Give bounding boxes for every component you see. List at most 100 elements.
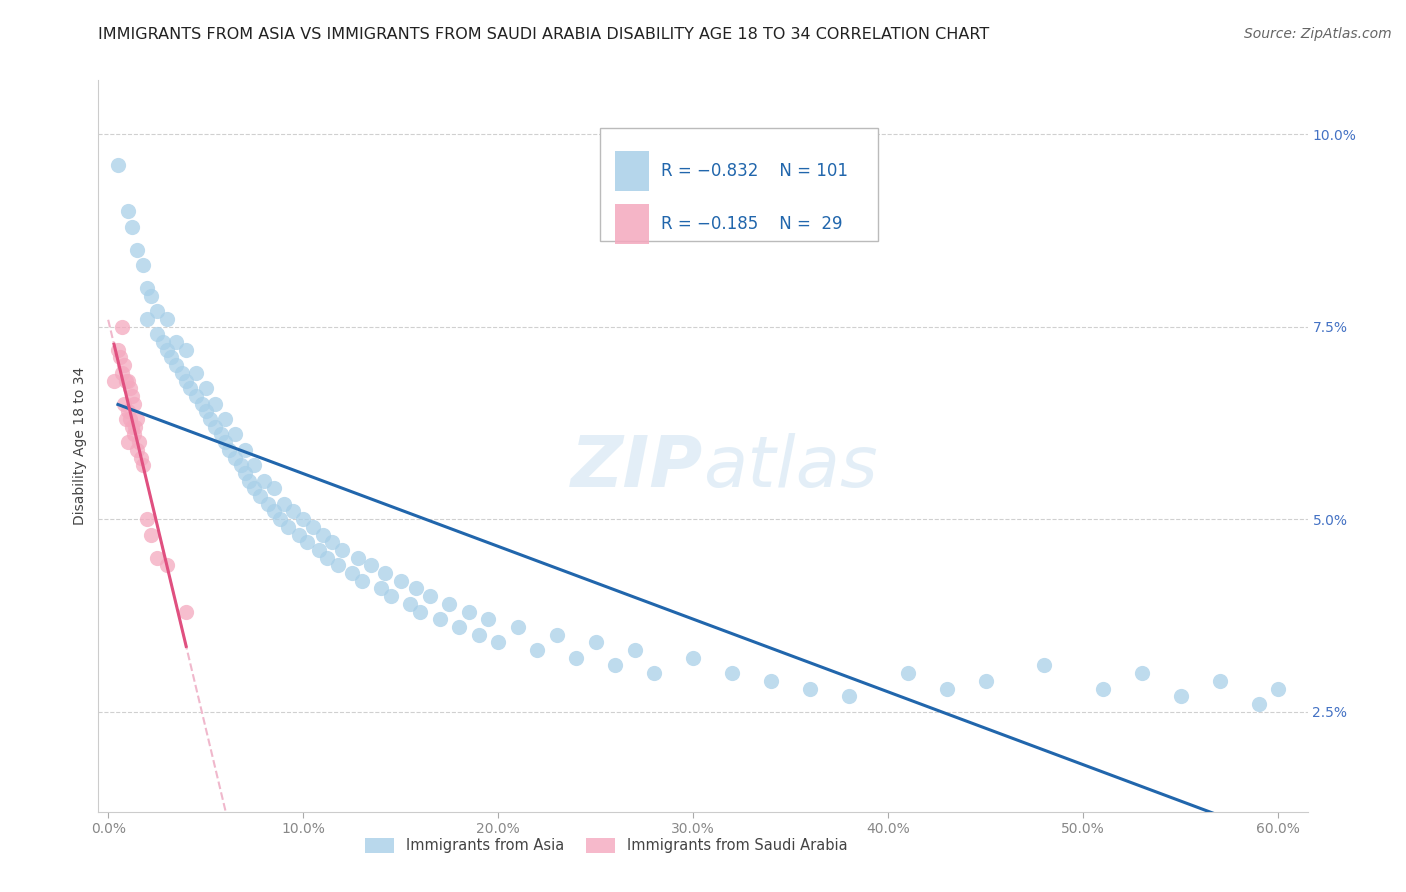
Point — [897, 666, 920, 681]
Point — [127, 243, 149, 257]
Text: R = −0.185    N =  29: R = −0.185 N = 29 — [661, 215, 842, 233]
Point — [526, 643, 548, 657]
Y-axis label: Disability Age 18 to 34: Disability Age 18 to 34 — [73, 367, 87, 525]
Point — [935, 681, 957, 696]
Point — [799, 681, 821, 696]
Point — [409, 605, 432, 619]
Point — [191, 397, 214, 411]
Point — [643, 666, 665, 681]
Point — [122, 397, 145, 411]
FancyBboxPatch shape — [614, 151, 648, 191]
Point — [117, 404, 139, 418]
FancyBboxPatch shape — [614, 204, 648, 244]
Point — [721, 666, 744, 681]
Point — [605, 658, 627, 673]
Point — [114, 412, 136, 426]
Point — [198, 412, 221, 426]
Point — [117, 374, 139, 388]
Point — [117, 204, 139, 219]
Point — [292, 512, 315, 526]
Point — [214, 435, 236, 450]
Point — [253, 474, 276, 488]
Point — [321, 535, 343, 549]
Point — [308, 543, 330, 558]
Point — [233, 466, 256, 480]
Point — [1130, 666, 1153, 681]
Point — [229, 458, 252, 473]
Point — [114, 374, 136, 388]
Point — [174, 343, 197, 357]
Point — [209, 427, 232, 442]
Point — [419, 589, 441, 603]
Point — [204, 397, 226, 411]
Point — [283, 504, 305, 518]
Point — [682, 650, 704, 665]
Point — [179, 381, 201, 395]
Point — [107, 343, 129, 357]
Point — [121, 219, 143, 234]
Point — [194, 381, 217, 395]
Point — [156, 343, 179, 357]
Point — [127, 442, 149, 457]
Point — [486, 635, 509, 649]
Point — [121, 419, 143, 434]
Text: IMMIGRANTS FROM ASIA VS IMMIGRANTS FROM SAUDI ARABIA DISABILITY AGE 18 TO 34 COR: IMMIGRANTS FROM ASIA VS IMMIGRANTS FROM … — [98, 27, 990, 42]
Text: ZIP: ZIP — [571, 434, 703, 502]
Text: atlas: atlas — [703, 434, 877, 502]
Point — [389, 574, 412, 588]
Point — [108, 351, 131, 365]
Point — [477, 612, 499, 626]
Point — [128, 435, 150, 450]
Point — [165, 334, 187, 349]
Point — [312, 527, 335, 541]
Point — [546, 627, 568, 641]
Point — [172, 366, 194, 380]
Point — [136, 281, 159, 295]
Point — [224, 450, 246, 465]
Point — [204, 419, 226, 434]
Point — [1209, 673, 1232, 688]
Point — [1091, 681, 1114, 696]
Point — [218, 442, 240, 457]
Point — [165, 358, 187, 372]
Point — [1267, 681, 1289, 696]
Point — [122, 427, 145, 442]
Point — [159, 351, 181, 365]
Point — [439, 597, 461, 611]
Point — [139, 527, 162, 541]
Point — [118, 412, 141, 426]
Point — [243, 458, 266, 473]
Point — [269, 512, 291, 526]
Point — [838, 690, 860, 704]
Point — [139, 289, 162, 303]
Point — [111, 366, 134, 380]
Point — [124, 419, 146, 434]
Point — [623, 643, 645, 657]
Point — [131, 450, 153, 465]
Point — [370, 582, 392, 596]
Point — [328, 558, 350, 573]
Point — [146, 550, 169, 565]
Point — [156, 558, 179, 573]
Point — [111, 319, 134, 334]
Point — [458, 605, 481, 619]
Point — [295, 535, 318, 549]
Legend: Immigrants from Asia, Immigrants from Saudi Arabia: Immigrants from Asia, Immigrants from Sa… — [359, 832, 853, 859]
Point — [174, 605, 197, 619]
Point — [449, 620, 471, 634]
Point — [146, 327, 169, 342]
Point — [156, 312, 179, 326]
Point — [974, 673, 997, 688]
Point — [288, 527, 311, 541]
Point — [136, 512, 159, 526]
Point — [132, 258, 155, 272]
Point — [399, 597, 422, 611]
Point — [273, 497, 295, 511]
Point — [467, 627, 489, 641]
Point — [127, 412, 149, 426]
Point — [302, 520, 325, 534]
Point — [224, 427, 246, 442]
Point — [1170, 690, 1192, 704]
Text: R = −0.832    N = 101: R = −0.832 N = 101 — [661, 162, 848, 180]
Point — [360, 558, 382, 573]
